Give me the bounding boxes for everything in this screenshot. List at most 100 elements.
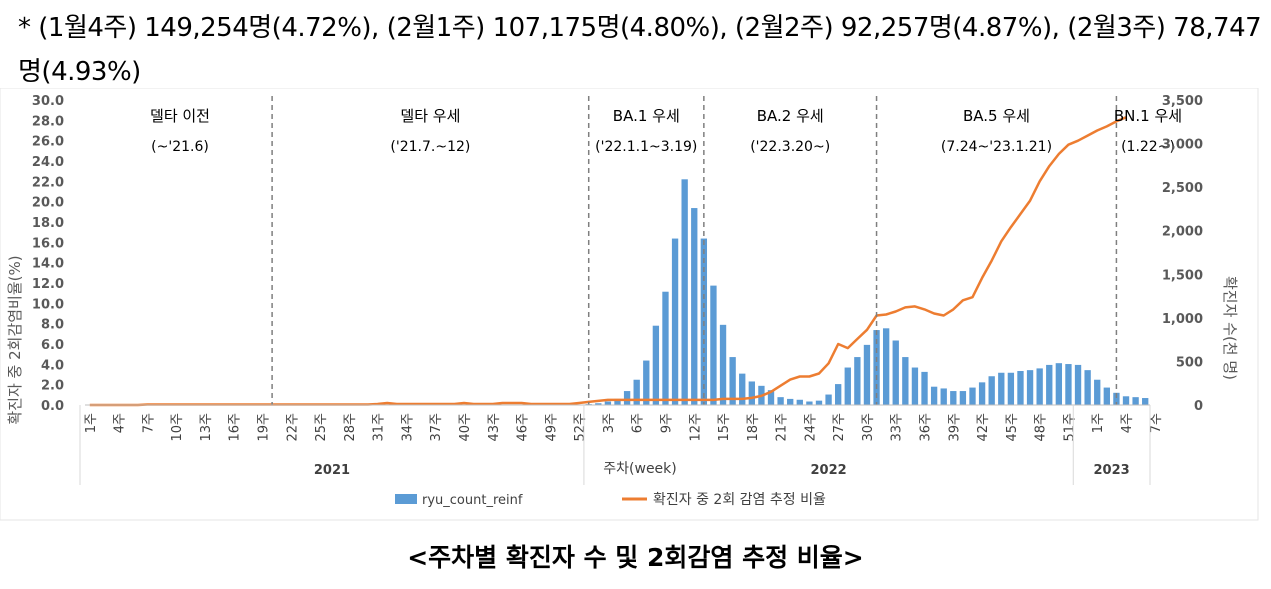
- bar-mark: [767, 390, 775, 405]
- weekly-cases-reinfection-chart: 델타 이전 (~'21.6) 델타 우세 ('21.7.~12) BA.1 우세 ('22…: [0, 88, 1259, 521]
- bar-mark: [681, 179, 688, 405]
- y-left-tick-label: 0.0: [41, 399, 64, 414]
- bar-mark: [710, 285, 717, 405]
- footnote-text: * (1월4주) 149,254명(4.72%), (2월1주) 107,175…: [18, 13, 1262, 87]
- x-tick-label: 1주: [1091, 413, 1106, 433]
- bar-mark: [911, 367, 919, 405]
- x-tick-label: 43주: [487, 413, 502, 442]
- y-left-tick-label: 6.0: [41, 338, 64, 353]
- bar-mark: [815, 400, 823, 405]
- bar-mark: [806, 401, 813, 405]
- x-tick-label: 46주: [516, 413, 531, 442]
- x-tick-label: 21주: [775, 413, 790, 442]
- y-right-axis-title: 확진자 수(천 명): [1221, 276, 1239, 380]
- x-tick-label: 31주: [372, 413, 387, 442]
- x-tick-label: 9주: [659, 413, 674, 433]
- bar-mark: [825, 394, 832, 405]
- bar-mark: [777, 397, 784, 405]
- bar-mark: [729, 357, 736, 405]
- bar-mark: [595, 403, 602, 405]
- x-tick-label: 10주: [170, 413, 185, 442]
- y-right-tick-label: 500: [1176, 355, 1203, 370]
- bar-mark: [930, 386, 938, 405]
- bar-mark: [748, 381, 755, 405]
- y-left-axis-title: 확진자 중 2회감염비율(%): [6, 255, 24, 424]
- y-left-tick-label: 12.0: [32, 277, 64, 292]
- x-tick-label: 7주: [141, 413, 156, 433]
- bar-mark: [787, 398, 794, 405]
- bar-mark: [1036, 368, 1043, 405]
- x-tick-label: 1주: [84, 413, 99, 433]
- y-right-tick-label: 1,500: [1162, 268, 1203, 283]
- x-tick-label: 13주: [199, 413, 214, 442]
- period-range: ('22.1.1~3.19): [595, 139, 697, 155]
- bar-mark: [633, 379, 640, 405]
- x-tick-label: 18주: [746, 413, 761, 442]
- bar-mark: [652, 325, 660, 405]
- bar-mark: [691, 208, 698, 405]
- x-tick-label: 34주: [400, 413, 415, 442]
- bar-mark: [1094, 379, 1101, 405]
- bar-mark: [969, 387, 976, 405]
- x-tick-label: 51주: [1062, 413, 1077, 442]
- period-name: BA.2 우세: [757, 107, 824, 125]
- x-tick-label: 52주: [573, 413, 588, 442]
- period-name: 델타 우세: [400, 107, 460, 125]
- bar-mark: [614, 398, 621, 405]
- bar-mark: [959, 391, 967, 405]
- chart-caption: <주차별 확진자 수 및 2회감염 추정 비율>: [407, 543, 864, 572]
- bar-mark: [1065, 364, 1072, 405]
- y-left-tick-label: 4.0: [41, 358, 64, 373]
- y-left-tick-label: 22.0: [32, 175, 64, 190]
- x-tick-label: 33주: [890, 413, 905, 442]
- period-range: ('21.7.~12): [390, 139, 470, 155]
- x-tick-label: 27주: [832, 413, 847, 442]
- bar-mark: [796, 399, 803, 405]
- x-tick-label: 42주: [976, 413, 991, 442]
- x-tick-label: 12주: [688, 413, 703, 442]
- period-range: ('22.3.20~): [750, 139, 830, 155]
- y-right-tick-label: 3,000: [1162, 138, 1203, 153]
- bar-mark: [950, 391, 957, 405]
- x-tick-label: 48주: [1034, 413, 1049, 442]
- bar-mark: [1103, 387, 1110, 405]
- x-tick-label: 7주: [1149, 413, 1164, 433]
- bar-mark: [902, 357, 909, 405]
- x-tick-label: 39주: [947, 413, 962, 442]
- bar-mark: [998, 372, 1005, 405]
- x-tick-label: 24주: [803, 413, 818, 442]
- x-tick-label: 25주: [314, 413, 329, 442]
- bar-mark: [921, 371, 928, 405]
- chart-area: [0, 88, 1259, 521]
- y-right-tick-label: 0: [1194, 399, 1203, 414]
- x-tick-label: 19주: [257, 413, 272, 442]
- bar-mark: [978, 382, 986, 405]
- y-right-tick-label: 2,500: [1162, 181, 1203, 196]
- bar-mark: [1142, 398, 1149, 405]
- y-left-tick-label: 14.0: [32, 257, 64, 272]
- bar-mark: [844, 367, 851, 405]
- y-left-tick-label: 28.0: [32, 114, 64, 129]
- bar-mark: [1007, 372, 1015, 405]
- bar-mark: [662, 291, 669, 405]
- y-left-tick-label: 20.0: [32, 196, 64, 211]
- bar-mark: [739, 373, 746, 405]
- y-right-tick-label: 1,000: [1162, 312, 1203, 327]
- x-tick-label: 30주: [861, 413, 876, 442]
- period-range: (7.24~'23.1.21): [941, 139, 1052, 155]
- bar-mark: [863, 344, 871, 405]
- period-name: BA.1 우세: [613, 107, 680, 125]
- x-tick-label: 4주: [113, 413, 128, 433]
- bar-mark: [623, 391, 631, 405]
- x-tick-label: 4주: [1120, 413, 1135, 433]
- x-tick-label: 45주: [1005, 413, 1020, 442]
- bar-mark: [671, 238, 679, 405]
- legend: ryu_count_reinf 확진자 중 2회 감염 추정 비율: [395, 492, 826, 508]
- legend-bar-swatch: [395, 494, 417, 504]
- x-tick-label: 16주: [228, 413, 243, 442]
- y-left-tick-label: 8.0: [41, 318, 64, 333]
- period-range: (~'21.6): [151, 139, 209, 155]
- bar-mark: [854, 357, 861, 405]
- x-tick-label: 15주: [717, 413, 732, 442]
- bar-mark: [1122, 396, 1130, 405]
